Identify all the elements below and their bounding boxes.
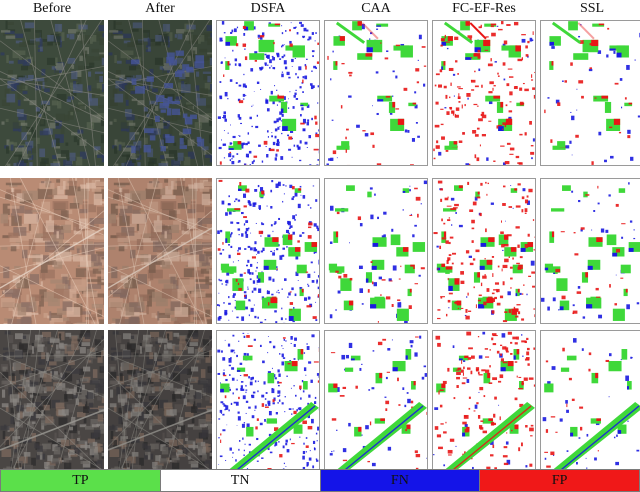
column-header-dsfa: DSFA — [250, 1, 286, 16]
change-map-caa-row-1 — [324, 20, 428, 166]
column-header-ssl: SSL — [579, 1, 605, 16]
change-map-ssl-row-1 — [540, 20, 640, 166]
legend-fn: FN — [320, 470, 481, 491]
change-map-caa-row-2 — [324, 178, 428, 324]
change-map-ssl-row-3 — [540, 330, 640, 476]
satellite-image-before-row-2 — [0, 178, 104, 324]
change-map-dsfa-row-1 — [216, 20, 320, 166]
legend-fp: FP — [480, 470, 639, 491]
color-legend: TP TN FN FP — [0, 469, 640, 492]
column-header-fc-ef-res: FC-EF-Res — [452, 1, 516, 16]
satellite-image-after-row-1 — [108, 20, 212, 166]
satellite-image-before-row-1 — [0, 20, 104, 166]
legend-tp: TP — [1, 470, 161, 491]
change-map-ssl-row-2 — [540, 178, 640, 324]
satellite-image-after-row-3 — [108, 330, 212, 476]
column-header-after: After — [145, 1, 175, 16]
change-map-dsfa-row-2 — [216, 178, 320, 324]
legend-tn: TN — [160, 470, 321, 491]
satellite-image-after-row-2 — [108, 178, 212, 324]
satellite-image-before-row-3 — [0, 330, 104, 476]
change-map-fc-ef-res-row-2 — [432, 178, 536, 324]
change-map-dsfa-row-3 — [216, 330, 320, 476]
change-map-caa-row-3 — [324, 330, 428, 476]
change-map-fc-ef-res-row-3 — [432, 330, 536, 476]
column-header-caa: CAA — [361, 1, 391, 16]
column-header-before: Before — [32, 1, 72, 16]
change-map-fc-ef-res-row-1 — [432, 20, 536, 166]
